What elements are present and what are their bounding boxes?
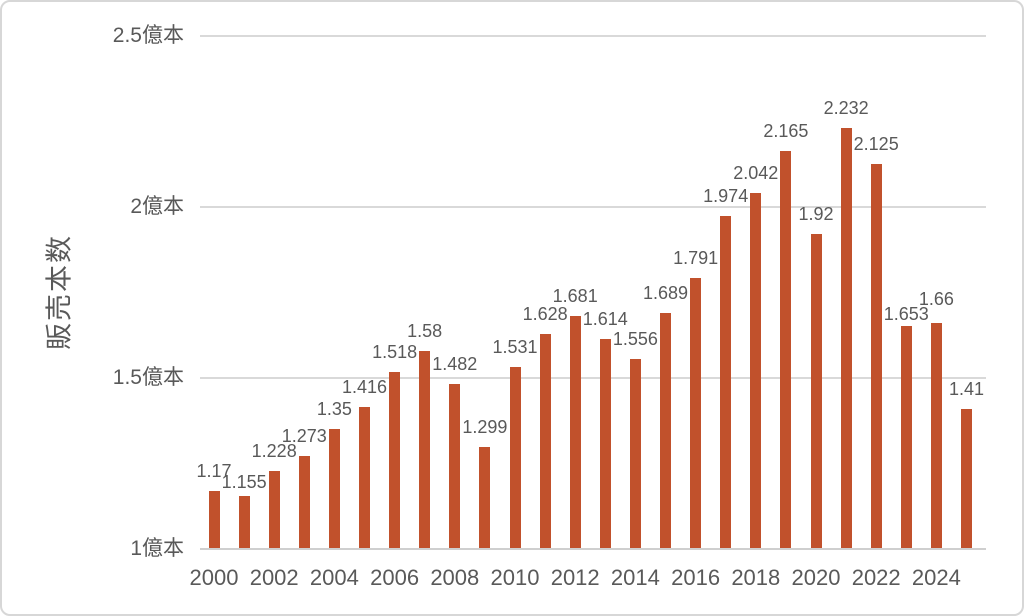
data-label-2019: 2.165 (763, 120, 809, 141)
bar-2022 (870, 164, 882, 549)
y-axis-title: 販売本数 (44, 234, 75, 350)
bar-2000 (208, 490, 220, 549)
data-label-2000: 1.17 (196, 460, 232, 481)
y-axis-tick-label: 2.5億本 (112, 24, 184, 47)
bar-2024 (930, 323, 942, 549)
data-label-2015: 1.689 (642, 283, 689, 304)
x-axis-tick-label: 2000 (189, 565, 239, 590)
bar-2008 (449, 384, 461, 549)
bar-2004 (328, 429, 340, 549)
gridline (200, 35, 986, 37)
bar-2021 (840, 127, 852, 549)
x-axis-tick-label: 2012 (550, 565, 600, 590)
y-axis-tick-label: 1億本 (130, 537, 184, 560)
data-label-2016: 1.791 (673, 248, 719, 269)
x-axis-tick-label: 2024 (911, 565, 961, 590)
bar-2017 (720, 215, 732, 549)
x-axis-tick-label: 2022 (851, 565, 901, 590)
bar-2025 (961, 408, 972, 549)
data-label-2002: 1.228 (251, 441, 297, 462)
x-axis-tick-label: 2020 (791, 565, 841, 590)
x-axis-tick-label: 2006 (370, 565, 420, 590)
data-label-2004: 1.35 (316, 399, 352, 420)
data-label-2013: 1.614 (582, 309, 628, 329)
bar-2016 (690, 278, 702, 549)
data-label-2011: 1.628 (522, 304, 568, 325)
bar-2018 (750, 192, 762, 549)
bar-2023 (900, 325, 912, 549)
x-axis-tick-label: 2018 (731, 565, 781, 590)
x-axis-tick-label: 2004 (309, 565, 359, 590)
bar-2006 (389, 371, 401, 549)
data-label-2018: 2.042 (733, 162, 779, 183)
bar-2020 (810, 234, 822, 549)
data-label-2025: 1.41 (948, 378, 985, 399)
data-label-2023: 1.653 (883, 303, 929, 324)
bar-2015 (660, 313, 671, 549)
data-label-2005: 1.416 (341, 376, 388, 397)
data-label-2017: 1.974 (703, 185, 749, 206)
data-label-2003: 1.273 (281, 425, 327, 446)
data-label-2024: 1.66 (918, 289, 954, 310)
x-axis-tick-label: 2010 (490, 565, 540, 590)
bar-2005 (359, 406, 370, 549)
data-label-2021: 2.232 (823, 97, 869, 118)
data-label-2008: 1.482 (432, 354, 478, 375)
bar-2010 (509, 367, 521, 549)
gridline (200, 377, 986, 379)
data-label-2022: 2.125 (853, 134, 899, 155)
gridline (200, 206, 986, 208)
data-label-2010: 1.531 (492, 337, 538, 358)
data-label-2020: 1.92 (798, 204, 834, 225)
bar-2011 (539, 334, 551, 549)
data-label-2001: 1.155 (221, 471, 267, 492)
y-axis-tick-label: 2億本 (130, 195, 184, 218)
data-label-2006: 1.518 (372, 341, 418, 362)
x-axis-tick-label: 2002 (249, 565, 299, 590)
bar-2012 (569, 316, 581, 549)
x-axis-tick-label: 2016 (671, 565, 721, 590)
y-axis-tick-label: 1.5億本 (112, 366, 184, 389)
bar-2007 (419, 350, 431, 549)
bar-2001 (238, 495, 250, 549)
bar-2013 (599, 339, 611, 549)
data-label-2007: 1.58 (407, 320, 443, 341)
x-axis-tick-label: 2008 (430, 565, 480, 590)
data-label-2014: 1.556 (612, 328, 658, 349)
bar-2014 (629, 358, 641, 549)
x-axis-line (200, 548, 986, 550)
bar-2002 (268, 471, 280, 549)
bar-2019 (780, 150, 792, 549)
data-label-2009: 1.299 (462, 416, 508, 437)
x-axis-tick-label: 2014 (610, 565, 660, 590)
bar-2003 (298, 455, 310, 549)
data-label-2012: 1.681 (552, 286, 598, 307)
bar-2009 (479, 446, 491, 549)
